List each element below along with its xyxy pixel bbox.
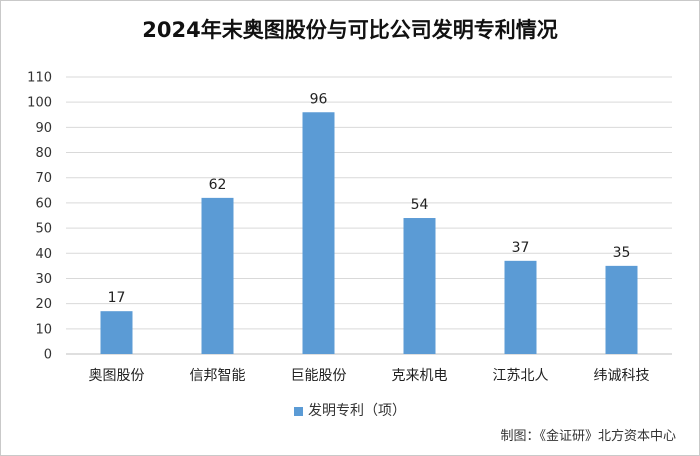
bar (504, 260, 537, 354)
y-tick-label: 90 (35, 121, 52, 136)
y-tick-label: 10 (35, 322, 52, 337)
source-credit: 制图：《金证研》北方资本中心 (500, 429, 676, 444)
data-label: 17 (108, 290, 126, 306)
x-category-label: 克来机电 (392, 368, 448, 384)
legend-swatch (294, 406, 303, 416)
y-tick-label: 110 (27, 71, 52, 86)
y-tick-label: 0 (44, 348, 52, 363)
data-label: 37 (512, 240, 530, 256)
gridlines (66, 76, 672, 355)
y-tick-label: 70 (35, 171, 52, 186)
chart-title: 2024年末奥图股份与可比公司发明专利情况 (142, 18, 558, 42)
y-tick-label: 30 (35, 272, 52, 287)
legend: 发明专利（项） (0, 400, 700, 420)
x-axis-categories: 奥图股份 信邦智能 巨能股份 克来机电 江苏北人 纬诚科技 (89, 367, 650, 384)
bar (100, 311, 133, 354)
data-label: 35 (613, 245, 631, 261)
bars (100, 112, 638, 354)
x-category-label: 巨能股份 (291, 368, 347, 384)
bar (302, 112, 335, 354)
y-tick-label: 50 (35, 222, 52, 237)
x-category-label: 奥图股份 (89, 367, 145, 384)
data-labels: 17 62 96 54 37 35 (108, 91, 631, 306)
x-category-label: 纬诚科技 (594, 368, 650, 384)
bar (201, 197, 234, 354)
bar (605, 265, 638, 354)
y-tick-label: 60 (35, 196, 52, 211)
y-tick-label: 80 (35, 146, 52, 161)
y-tick-label: 20 (35, 297, 52, 312)
data-label: 62 (209, 177, 227, 193)
legend-label: 发明专利（项） (308, 403, 406, 419)
x-category-label: 江苏北人 (493, 368, 549, 384)
y-axis-ticks: 0 10 20 30 40 50 60 70 80 90 100 110 (27, 71, 52, 363)
y-tick-label: 40 (35, 247, 52, 262)
bar (403, 218, 436, 354)
x-category-label: 信邦智能 (190, 368, 246, 384)
y-tick-label: 100 (27, 96, 52, 111)
data-label: 54 (411, 197, 429, 213)
data-label: 96 (310, 91, 328, 107)
